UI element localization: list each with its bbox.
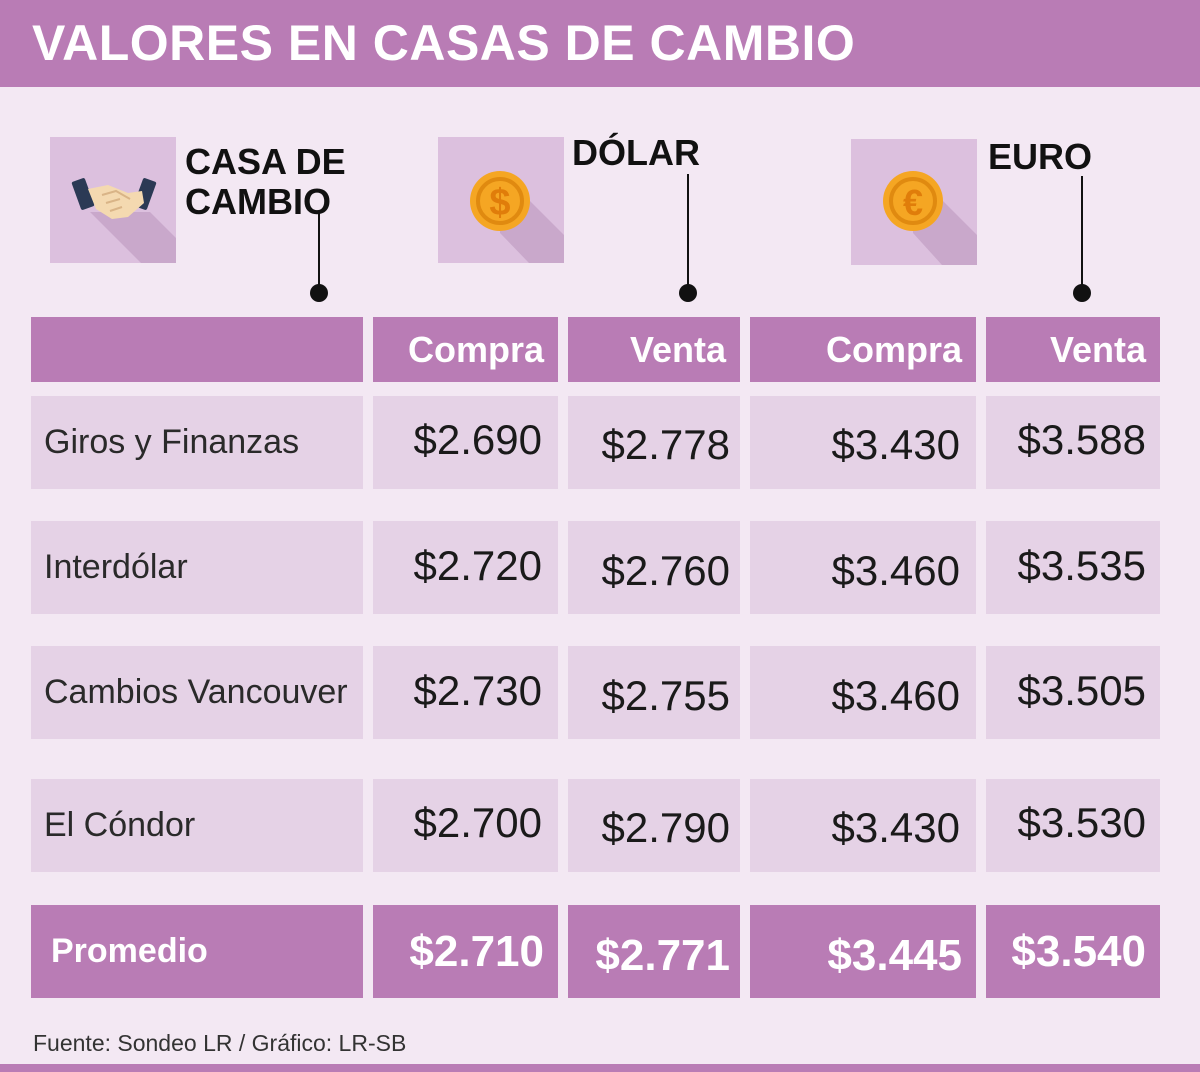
source-note: Fuente: Sondeo LR / Gráfico: LR-SB	[33, 1030, 407, 1056]
table-cell: $2.755	[568, 646, 740, 739]
euro-leader-line	[1081, 176, 1083, 290]
page-title: VALORES EN CASAS DE CAMBIO	[32, 15, 856, 71]
table-cell: $3.430	[750, 779, 976, 872]
table-cell: $3.460	[750, 646, 976, 739]
title-bar: VALORES EN CASAS DE CAMBIO	[0, 0, 1200, 87]
svg-text:€: €	[903, 182, 923, 223]
svg-text:$: $	[489, 182, 510, 224]
table-cell: $2.778	[568, 396, 740, 489]
header-euro-venta: Venta	[986, 317, 1160, 382]
table-cell: $2.730	[373, 646, 558, 739]
header-dolar-venta: Venta	[568, 317, 740, 382]
bottom-rule	[0, 1064, 1200, 1072]
table-cell: $2.690	[373, 396, 558, 489]
header-euro-compra: Compra	[750, 317, 976, 382]
casa-leader-dot	[310, 284, 328, 302]
header-name-cell	[31, 317, 363, 382]
table-cell: $3.535	[986, 521, 1160, 614]
table-cell: $2.700	[373, 779, 558, 872]
table-row-name: Giros y Finanzas	[31, 396, 363, 489]
table-cell: $3.530	[986, 779, 1160, 872]
euro-label: EURO	[988, 136, 1093, 177]
average-cell: $2.771	[568, 905, 740, 998]
dolar-label: DÓLAR	[572, 132, 700, 173]
table-row-name: El Cóndor	[31, 779, 363, 872]
table-cell: $3.505	[986, 646, 1160, 739]
table-cell: $3.460	[750, 521, 976, 614]
dollar-coin-icon: $	[438, 137, 564, 263]
average-cell: $2.710	[373, 905, 558, 998]
casa-leader-line	[318, 212, 320, 290]
table-cell: $2.790	[568, 779, 740, 872]
dolar-leader-dot	[679, 284, 697, 302]
table-cell: $2.760	[568, 521, 740, 614]
dolar-leader-line	[687, 174, 689, 290]
table-row-name: Interdólar	[31, 521, 363, 614]
table-cell: $3.430	[750, 396, 976, 489]
euro-leader-dot	[1073, 284, 1091, 302]
average-cell: $3.540	[986, 905, 1160, 998]
table-cell: $3.588	[986, 396, 1160, 489]
euro-coin-icon: €	[851, 139, 977, 265]
casa-label: CASA DE CAMBIO	[185, 141, 346, 222]
average-row-name: Promedio	[31, 905, 363, 998]
table-row-name: Cambios Vancouver	[31, 646, 363, 739]
handshake-icon	[50, 137, 176, 263]
header-dolar-compra: Compra	[373, 317, 558, 382]
table-cell: $2.720	[373, 521, 558, 614]
average-cell: $3.445	[750, 905, 976, 998]
